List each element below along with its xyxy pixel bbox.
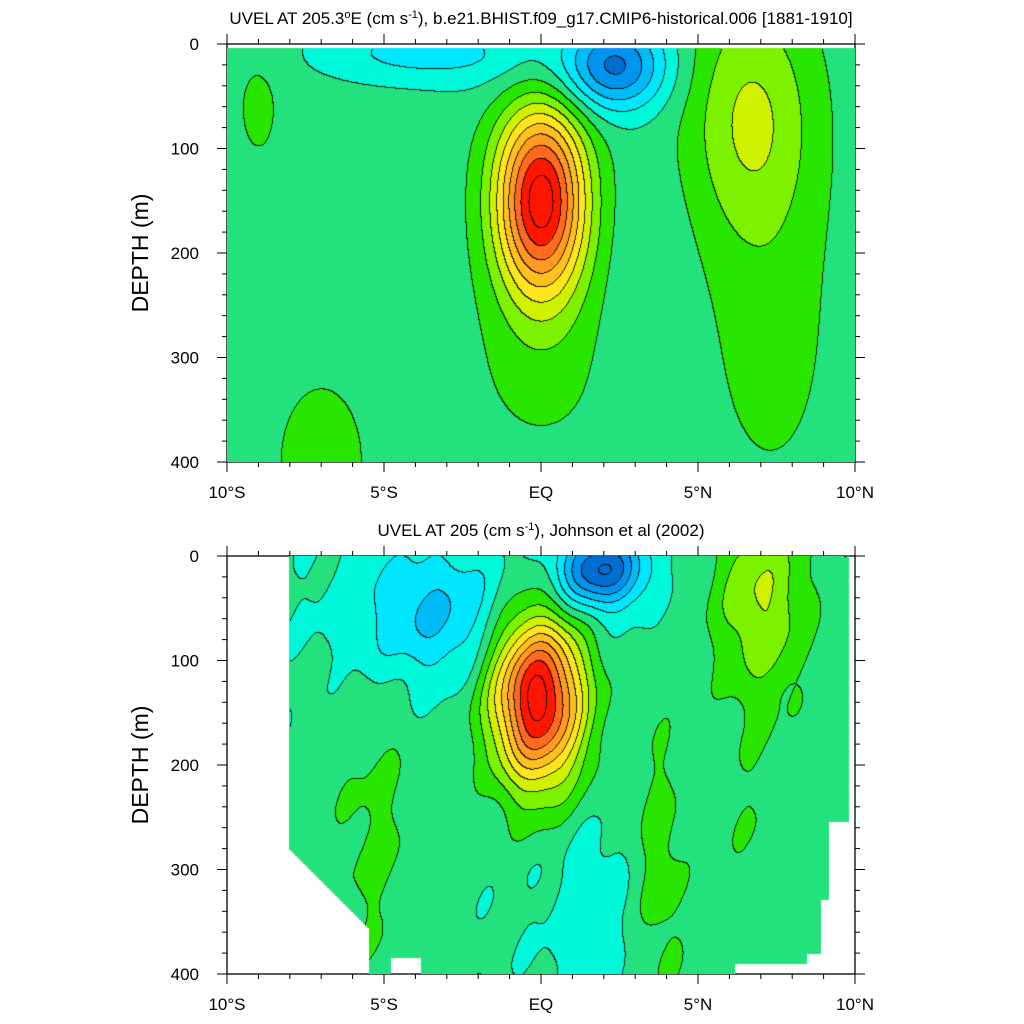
y-tick-label: 400	[171, 965, 199, 984]
y-axis-label: DEPTH (m)	[127, 706, 153, 825]
x-tick-label: 10°S	[208, 483, 245, 502]
y-tick-label: 0	[190, 35, 199, 54]
chart-title-part: o	[344, 9, 350, 21]
chart-title-part: UVEL AT 205 (cm s	[378, 521, 525, 540]
chart-title-part: -1	[408, 9, 418, 21]
y-tick-label: 400	[171, 453, 199, 472]
y-tick-label: 300	[171, 349, 199, 368]
x-tick-label: 5°N	[684, 995, 713, 1014]
y-tick-label: 0	[190, 547, 199, 566]
x-tick-label: 5°S	[370, 995, 398, 1014]
x-tick-label: 10°N	[836, 995, 874, 1014]
chart-title-part: ), Johnson et al (2002)	[534, 521, 704, 540]
y-tick-label: 200	[171, 244, 199, 263]
y-tick-label: 100	[171, 140, 199, 159]
chart-title: UVEL AT 205 (cm s-1), Johnson et al (200…	[378, 521, 705, 540]
chart-title-part: E (cm s	[351, 9, 409, 28]
x-tick-label: EQ	[529, 483, 554, 502]
y-tick-label: 300	[171, 861, 199, 880]
x-tick-label: EQ	[529, 995, 554, 1014]
velocity-field-2	[227, 556, 855, 974]
chart-title-part: ), b.e21.BHIST.f09_g17.CMIP6-historical.…	[418, 9, 853, 28]
x-tick-label: 5°N	[684, 483, 713, 502]
y-axis-label: DEPTH (m)	[127, 194, 153, 313]
chart-title-part: -1	[525, 521, 535, 533]
x-tick-label: 5°S	[370, 483, 398, 502]
chart-title: UVEL AT 205.3oE (cm s-1), b.e21.BHIST.f0…	[229, 9, 852, 28]
y-tick-label: 100	[171, 652, 199, 671]
chart-title-part: UVEL AT 205.3	[229, 9, 344, 28]
x-tick-label: 10°S	[208, 995, 245, 1014]
x-tick-label: 10°N	[836, 483, 874, 502]
velocity-field-1	[227, 44, 855, 462]
y-tick-label: 200	[171, 756, 199, 775]
